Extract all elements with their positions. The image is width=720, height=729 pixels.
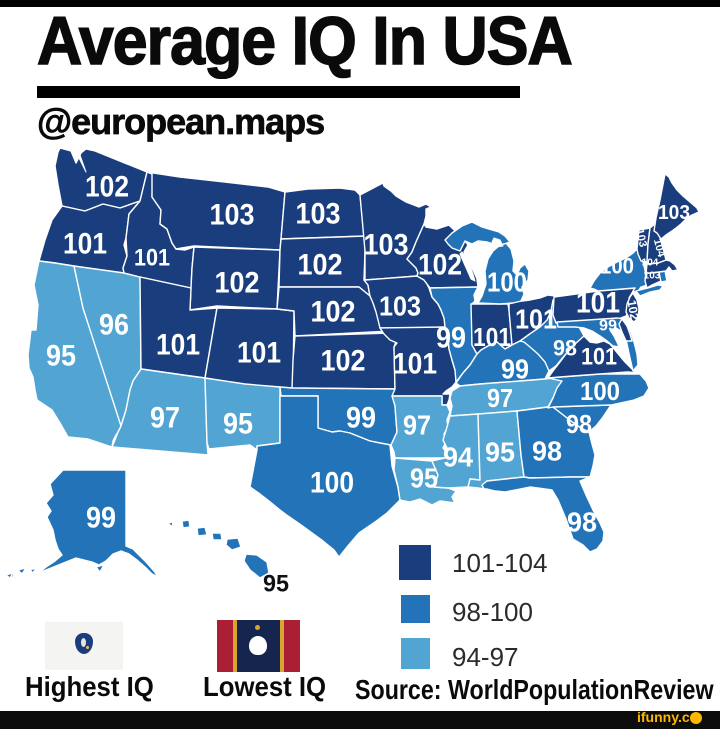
svg-text:103: 103 (644, 271, 661, 282)
svg-text:99: 99 (346, 402, 376, 435)
svg-text:100: 100 (487, 267, 527, 298)
svg-text:95: 95 (223, 408, 253, 441)
svg-text:99: 99 (436, 322, 466, 355)
svg-text:99: 99 (86, 502, 116, 535)
svg-text:101: 101 (515, 304, 557, 335)
svg-text:103: 103 (633, 228, 649, 248)
svg-text:101: 101 (576, 287, 620, 320)
svg-text:96: 96 (99, 309, 129, 342)
svg-text:102: 102 (298, 249, 343, 282)
svg-text:98: 98 (532, 436, 562, 467)
svg-text:101: 101 (63, 228, 107, 261)
svg-text:101: 101 (134, 245, 170, 272)
svg-text:95: 95 (263, 571, 289, 598)
svg-text:101: 101 (237, 337, 281, 370)
svg-text:101: 101 (581, 344, 617, 371)
svg-text:95: 95 (485, 437, 515, 468)
svg-text:104: 104 (651, 238, 668, 260)
svg-text:97: 97 (487, 383, 513, 413)
svg-text:103: 103 (210, 199, 255, 232)
svg-text:102: 102 (311, 296, 356, 329)
svg-text:101: 101 (156, 329, 200, 362)
svg-text:102: 102 (321, 345, 366, 378)
svg-text:103: 103 (658, 202, 690, 224)
svg-text:95: 95 (46, 340, 76, 373)
svg-text:100: 100 (310, 467, 354, 500)
svg-text:95: 95 (410, 463, 438, 494)
svg-text:97: 97 (403, 410, 431, 441)
svg-text:102: 102 (418, 249, 462, 282)
svg-text:98: 98 (553, 336, 577, 361)
svg-text:104: 104 (642, 258, 659, 269)
svg-text:98: 98 (566, 409, 592, 439)
svg-text:101: 101 (393, 348, 437, 381)
svg-text:100: 100 (600, 254, 634, 279)
svg-text:97: 97 (150, 402, 180, 435)
svg-text:103: 103 (379, 291, 421, 322)
svg-text:98: 98 (567, 507, 597, 538)
svg-text:103: 103 (296, 198, 341, 231)
svg-text:94: 94 (443, 442, 473, 473)
svg-text:99: 99 (501, 354, 529, 385)
svg-text:100: 100 (580, 376, 620, 406)
svg-text:102: 102 (624, 299, 641, 321)
svg-text:99: 99 (599, 318, 617, 335)
svg-text:102: 102 (215, 267, 260, 300)
svg-text:101: 101 (473, 322, 511, 352)
svg-text:102: 102 (85, 171, 129, 204)
svg-text:103: 103 (364, 229, 409, 262)
